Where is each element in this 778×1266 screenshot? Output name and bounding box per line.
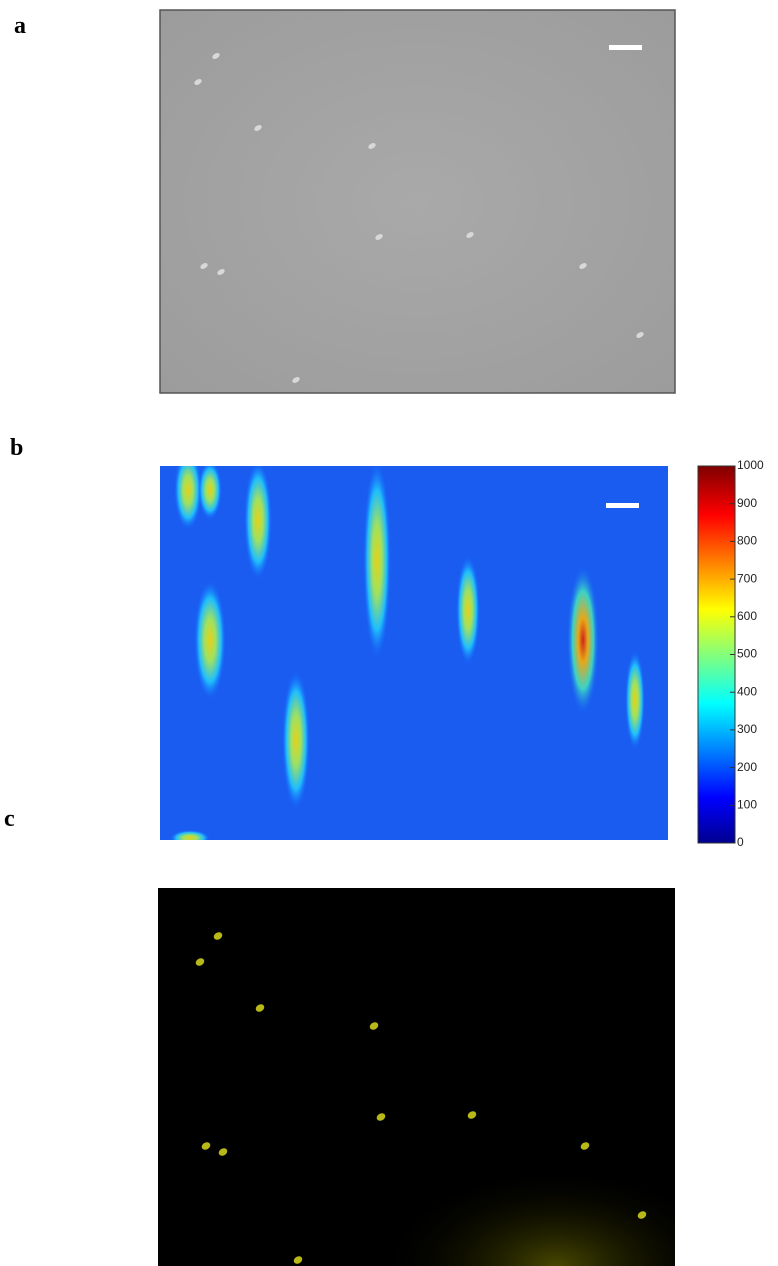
cell bbox=[293, 1256, 303, 1264]
tick-label: 300 bbox=[737, 722, 757, 736]
tick-label: 500 bbox=[737, 647, 757, 661]
intensity-blob bbox=[174, 466, 202, 530]
cell bbox=[200, 263, 208, 269]
cell bbox=[254, 125, 262, 131]
cell bbox=[467, 1111, 477, 1119]
intensity-blob bbox=[456, 555, 480, 665]
tick-label: 800 bbox=[737, 534, 757, 548]
cell bbox=[194, 79, 202, 85]
colorbar bbox=[697, 465, 736, 844]
intensity-blob bbox=[194, 580, 226, 700]
tick-label: 1000 bbox=[737, 458, 764, 472]
tick-label: 0 bbox=[737, 835, 744, 849]
tick-label: 400 bbox=[737, 684, 757, 698]
cell bbox=[217, 269, 225, 275]
brightfield-image bbox=[159, 9, 676, 394]
heatmap-image bbox=[160, 466, 668, 840]
cell bbox=[212, 53, 220, 59]
cell bbox=[376, 1113, 386, 1121]
intensity-blob bbox=[363, 466, 391, 660]
cell bbox=[637, 1211, 647, 1219]
intensity-blob bbox=[170, 830, 210, 840]
cell bbox=[579, 263, 587, 269]
tick-label: 600 bbox=[737, 609, 757, 623]
panel-label: c bbox=[4, 806, 15, 832]
tick-label: 900 bbox=[737, 496, 757, 510]
intensity-blob bbox=[282, 670, 310, 810]
intensity-blob bbox=[198, 466, 222, 520]
panel-label: a bbox=[14, 13, 26, 39]
intensity-blob bbox=[567, 565, 599, 715]
cell bbox=[218, 1148, 228, 1156]
cell bbox=[368, 143, 376, 149]
cell bbox=[466, 232, 474, 238]
intensity-blob bbox=[244, 466, 272, 580]
cell bbox=[255, 1004, 265, 1012]
tick-label: 100 bbox=[737, 797, 757, 811]
intensity-blob bbox=[625, 650, 645, 750]
cell bbox=[213, 932, 223, 940]
fluorescence-image bbox=[158, 888, 675, 1266]
cell bbox=[292, 377, 300, 383]
panel-label: b bbox=[10, 435, 23, 461]
tick-label: 700 bbox=[737, 571, 757, 585]
cell bbox=[195, 958, 205, 966]
cell bbox=[636, 332, 644, 338]
cell bbox=[375, 234, 383, 240]
tick-label: 200 bbox=[737, 760, 757, 774]
cell bbox=[369, 1022, 379, 1030]
cell bbox=[201, 1142, 211, 1150]
cell bbox=[580, 1142, 590, 1150]
